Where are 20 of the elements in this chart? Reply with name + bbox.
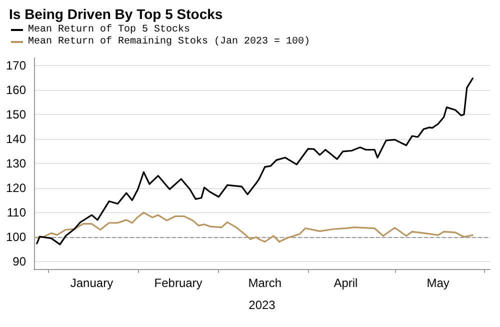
x-tick-label: January — [70, 276, 114, 290]
line-series — [36, 78, 474, 246]
legend-label: Mean Return of Top 5 Stocks — [28, 24, 190, 36]
y-tick-label: 120 — [6, 181, 26, 196]
y-tick-label: 100 — [6, 230, 26, 244]
x-tick-label: February — [154, 276, 202, 290]
y-tick-label: 170 — [6, 58, 26, 72]
x-tick-label: March — [248, 276, 282, 290]
chart-title: Is Being Driven By Top 5 Stocks — [9, 6, 223, 22]
y-tick-label: 130 — [6, 156, 26, 170]
y-tick-label: 140 — [6, 132, 26, 146]
y-tick-label: 110 — [6, 206, 26, 220]
x-axis-title: 2023 — [248, 298, 276, 312]
y-tick-label: 150 — [6, 107, 26, 122]
line-series — [36, 212, 474, 243]
x-tick-label: April — [334, 276, 358, 290]
y-tick-label: 160 — [6, 82, 26, 97]
y-tick-label: 90 — [12, 254, 26, 269]
legend-label: Mean Return of Remaining Stoks (Jan 2023 = 100) — [28, 36, 310, 48]
x-tick-label: May — [426, 276, 450, 290]
